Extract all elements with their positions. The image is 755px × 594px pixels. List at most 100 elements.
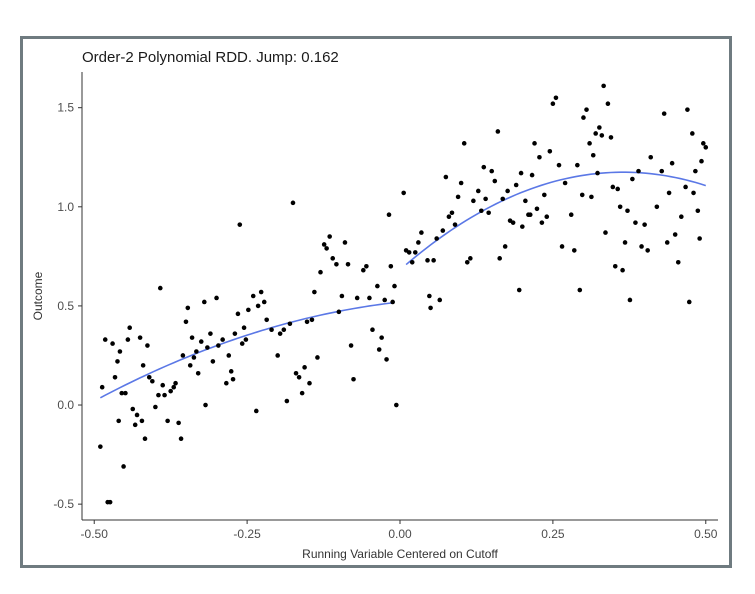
x-axis-title: Running Variable Centered on Cutoff [302, 547, 498, 561]
data-point [384, 357, 389, 362]
data-point [367, 295, 372, 301]
data-point [171, 384, 177, 390]
data-point [523, 198, 528, 204]
data-point [330, 256, 336, 261]
data-point [235, 311, 241, 317]
data-point [173, 380, 178, 386]
data-point [205, 345, 210, 350]
data-point [437, 297, 443, 303]
data-point [116, 418, 121, 424]
data-point [500, 196, 506, 202]
data-point [241, 325, 247, 331]
data-point [180, 353, 186, 358]
data-point [497, 256, 502, 261]
data-point [110, 341, 115, 346]
data-point [431, 258, 436, 263]
data-point [246, 307, 251, 313]
data-point [183, 319, 189, 325]
data-point [255, 303, 261, 309]
data-point [544, 214, 550, 220]
data-point [327, 234, 332, 239]
data-point [264, 317, 269, 323]
data-point [214, 295, 219, 301]
data-point [617, 204, 623, 210]
data-point [287, 321, 293, 327]
data-point [296, 374, 302, 380]
y-tick-label: 1.0 [57, 200, 74, 214]
y-tick-label: -0.5 [53, 497, 74, 511]
data-point [386, 212, 392, 218]
data-point [261, 299, 267, 305]
data-point [119, 390, 125, 396]
data-point [224, 380, 229, 386]
data-point [351, 376, 356, 382]
data-point [125, 337, 131, 342]
data-point [277, 331, 283, 336]
data-point [302, 365, 307, 370]
data-point [608, 135, 614, 140]
data-point [189, 335, 195, 340]
y-axis-title: Outcome [31, 271, 45, 320]
data-point [153, 404, 158, 410]
chart-title: Order-2 Polynomial RDD. Jump: 0.162 [82, 49, 339, 66]
data-point [142, 436, 148, 442]
data-point [633, 220, 638, 225]
data-point [587, 141, 592, 146]
data-point [146, 374, 152, 380]
data-point [615, 186, 621, 192]
data-point [495, 129, 501, 134]
data-point [168, 388, 173, 394]
data-point [226, 353, 232, 358]
fit-lines [99, 171, 707, 399]
y-tick-label: 0.5 [57, 299, 74, 313]
data-point [455, 194, 461, 200]
data-point [516, 287, 522, 293]
data-point [446, 214, 452, 220]
data-point [701, 141, 706, 146]
data-point [375, 283, 380, 289]
data-point [612, 263, 618, 269]
data-point [537, 154, 542, 160]
data-point [370, 327, 375, 333]
data-point [542, 192, 547, 198]
data-point [581, 115, 586, 120]
data-point [489, 168, 495, 174]
data-point [99, 384, 105, 390]
data-point [284, 398, 290, 404]
data-point [208, 331, 213, 336]
data-point [339, 293, 345, 299]
data-point [202, 299, 207, 305]
data-point [312, 289, 317, 295]
data-point [187, 363, 193, 368]
data-point [269, 327, 274, 333]
data-point [443, 174, 449, 180]
data-point [348, 343, 354, 348]
data-point [527, 212, 533, 218]
data-point [486, 210, 491, 216]
data-point [178, 436, 184, 442]
data-point [379, 335, 384, 340]
data-point [315, 355, 320, 360]
data-point [203, 402, 208, 408]
data-point [299, 390, 305, 396]
data-point [547, 148, 553, 154]
data-point [452, 222, 458, 227]
data-point [428, 305, 433, 311]
data-point [461, 141, 467, 146]
data-point [627, 297, 633, 303]
data-point [220, 337, 225, 342]
data-point [139, 418, 145, 424]
x-axis-ticks: -0.50 -0.25 0.00 0.25 0.50 [81, 520, 718, 541]
data-point [691, 190, 696, 196]
right-fit-line [405, 171, 707, 266]
data-point [648, 154, 654, 160]
data-point [364, 263, 369, 269]
data-point [532, 141, 537, 146]
data-point [336, 309, 342, 315]
data-point [672, 232, 678, 237]
data-point [239, 341, 245, 346]
data-point [505, 188, 510, 194]
x-tick-label: -0.50 [81, 527, 109, 541]
data-point [440, 228, 446, 233]
